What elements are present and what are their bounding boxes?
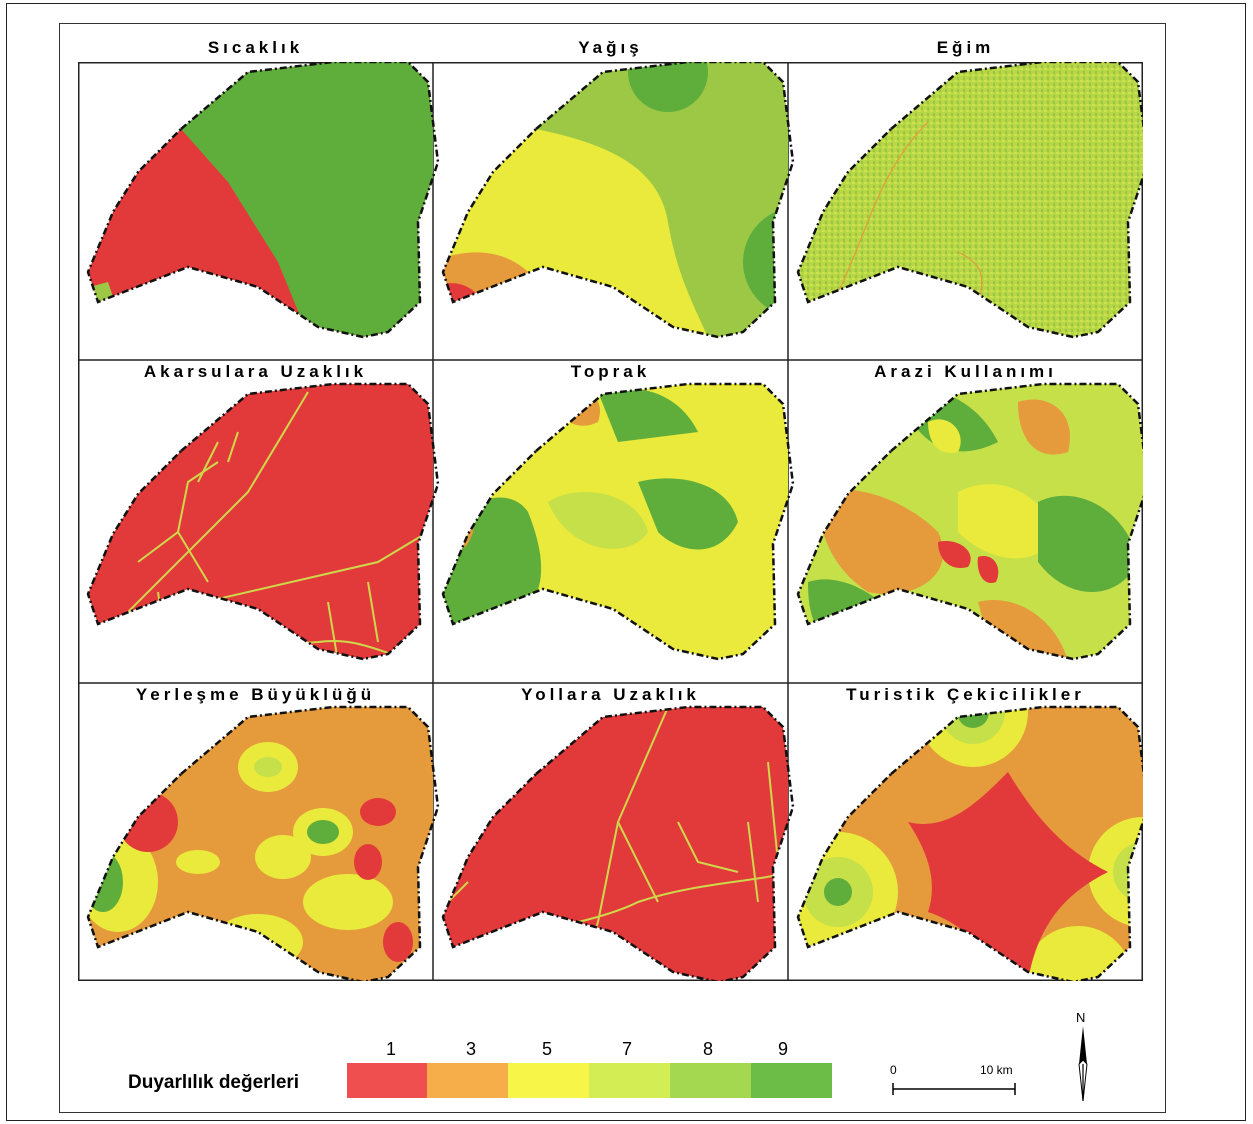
map-sicaklik: [86, 62, 440, 339]
panel-title-akarsulara-uzaklik: Akarsulara Uzaklık: [143, 362, 368, 381]
scale-bar: 0 10 km: [885, 1060, 1025, 1100]
panel-title-yollara-uzaklik: Yollara Uzaklık: [521, 685, 700, 704]
map-arazi-kullanimi: [796, 382, 1143, 661]
panel-title-arazi-kullanimi: Arazi Kullanımı: [874, 362, 1057, 381]
north-arrow-icon: [1078, 1026, 1088, 1101]
map-grid: [78, 62, 1143, 981]
map-yollara-uzaklik: [441, 705, 795, 981]
legend-swatch-1: [347, 1063, 428, 1098]
map-turistik-cekicilikler: [796, 705, 1143, 981]
legend-value-5: 5: [541, 1039, 552, 1059]
north-arrow: N: [1068, 1010, 1098, 1101]
map-egim: [796, 62, 1143, 339]
legend-value-1: 1: [385, 1039, 396, 1059]
panel-title-yagis: Yağış: [578, 38, 643, 57]
legend-swatch-3: [427, 1063, 508, 1098]
legend-value-3: 3: [465, 1039, 476, 1059]
scale-start-label: 0: [890, 1063, 897, 1077]
north-label: N: [1076, 1010, 1086, 1025]
map-akarsulara-uzaklik: [86, 382, 440, 661]
map-frame: [59, 23, 1166, 1113]
panel-title-sicaklik: Sıcaklık: [207, 38, 304, 57]
map-yagis: [441, 62, 795, 339]
legend-swatch-8: [670, 1063, 751, 1098]
panel-grid-lines: [78, 62, 1143, 981]
legend-swatch-7: [589, 1063, 670, 1098]
legend-swatch-5: [508, 1063, 589, 1098]
map-toprak: [441, 382, 795, 661]
scale-end-label: 10 km: [980, 1063, 1013, 1077]
map-yerlesme-buyuklugu: [86, 705, 440, 981]
legend-swatch-9: [751, 1063, 832, 1098]
legend-value-8: 8: [702, 1039, 713, 1059]
figure-frame: [6, 3, 1246, 1121]
panel-title-turistik-cekicilikler: Turistik Çekicilikler: [846, 685, 1085, 704]
scale-line: [892, 1083, 1016, 1095]
legend-value-9: 9: [777, 1039, 788, 1059]
panel-title-egim: Eğim: [936, 38, 995, 57]
panel-title-yerlesme-buyuklugu: Yerleşme Büyüklüğü: [135, 685, 376, 704]
panel-title-toprak: Toprak: [570, 362, 651, 381]
legend-value-7: 7: [621, 1039, 632, 1059]
legend-title: Duyarlılık değerleri: [128, 1072, 300, 1093]
